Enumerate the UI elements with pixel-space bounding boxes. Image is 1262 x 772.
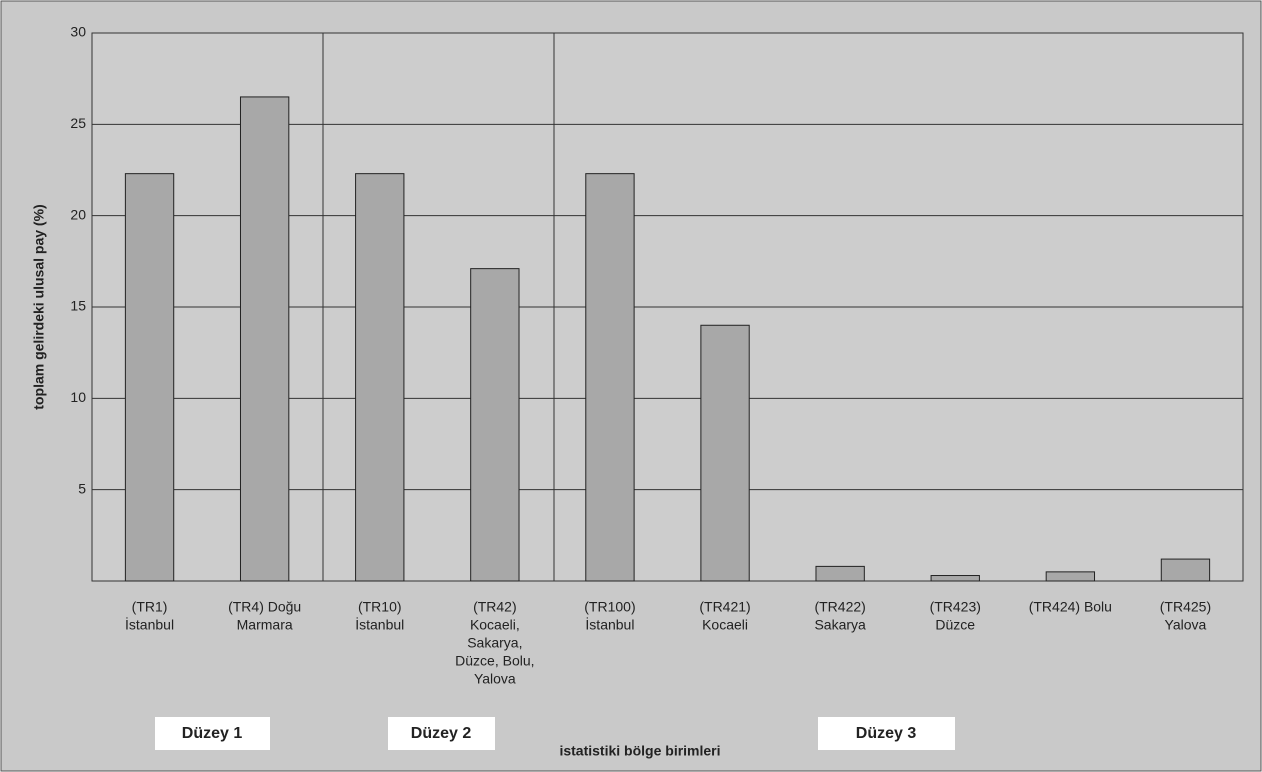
y-tick-label: 15: [70, 298, 86, 314]
y-tick-label: 20: [70, 206, 86, 222]
x-tick-label: (TR1): [132, 599, 168, 615]
y-tick-label: 30: [70, 24, 86, 40]
x-tick-label: Sakarya,: [467, 635, 522, 651]
x-tick-label: (TR100): [584, 599, 635, 615]
bar: [355, 173, 405, 582]
y-tick-label: 10: [70, 389, 86, 405]
group-box: [818, 717, 955, 750]
bar: [124, 173, 175, 582]
x-tick-label: (TR421): [699, 599, 750, 615]
x-tick-label: Düzce: [935, 617, 975, 633]
group-box: [388, 717, 495, 750]
x-tick-label: Sakarya: [814, 617, 866, 633]
x-tick-label: İstanbul: [355, 616, 404, 633]
bar: [700, 324, 750, 582]
x-tick-label: (TR423): [930, 599, 981, 615]
x-tick-label: (TR42): [473, 599, 517, 615]
x-axis-label: istatistiki bölge birimleri: [559, 743, 720, 759]
x-tick-label: (TR424) Bolu: [1029, 599, 1112, 615]
x-tick-label: Yalova: [1165, 617, 1207, 633]
x-tick-label: İstanbul: [125, 616, 174, 633]
y-tick-label: 5: [78, 480, 86, 496]
x-tick-label: Kocaeli,: [470, 617, 520, 633]
bar: [930, 575, 980, 582]
x-tick-label: (TR422): [814, 599, 865, 615]
y-tick-label: 25: [70, 115, 86, 131]
bar: [815, 565, 865, 582]
group-box: [155, 717, 270, 750]
x-tick-label: Düzce, Bolu,: [455, 653, 534, 669]
y-axis-label: toplam gelirdeki ulusal pay (%): [31, 204, 47, 409]
x-tick-label: Marmara: [237, 617, 293, 633]
group-label: Düzey 2: [411, 725, 472, 742]
x-tick-label: Kocaeli: [702, 617, 748, 633]
x-tick-label: İstanbul: [585, 616, 634, 633]
bar: [585, 173, 635, 582]
bar: [1160, 558, 1211, 582]
bar: [1045, 571, 1096, 582]
bar: [470, 268, 520, 582]
bar: [239, 96, 290, 582]
x-tick-label: Yalova: [474, 671, 516, 687]
x-tick-label: (TR425): [1160, 599, 1211, 615]
group-label: Düzey 3: [856, 725, 917, 742]
x-tick-label: (TR4) Doğu: [228, 599, 301, 615]
group-label: Düzey 1: [182, 725, 243, 742]
x-tick-label: (TR10): [358, 599, 402, 615]
